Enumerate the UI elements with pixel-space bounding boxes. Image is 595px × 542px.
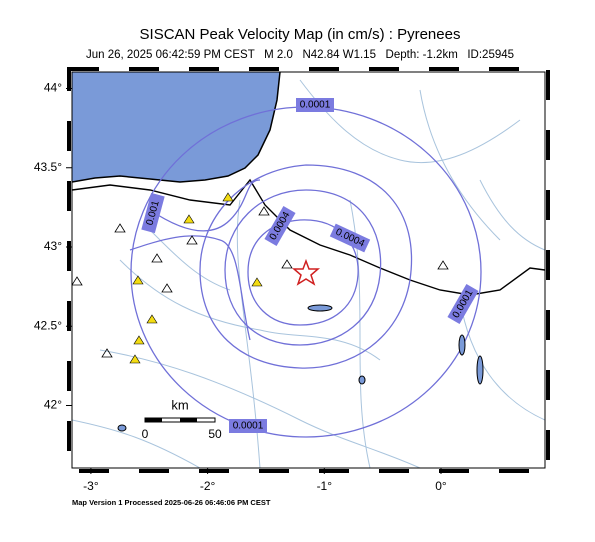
contour-label-box [141, 192, 165, 234]
coastline [72, 72, 281, 183]
contour-label-box [296, 98, 334, 112]
scale-end: 50 [208, 427, 222, 441]
contour-label-box [329, 223, 371, 253]
scale-unit: km [171, 397, 188, 412]
contour-label-box [264, 206, 296, 246]
map-frame [71, 71, 546, 469]
x-tick-label: -1° [317, 479, 333, 493]
title: SISCAN Peak Velocity Map (in cm/s) : Pyr… [140, 26, 461, 43]
map-border-ticks [67, 67, 550, 473]
y-tick-label: 43.5° [34, 160, 62, 174]
contour-label: 0.0001 [296, 98, 334, 112]
contour-label: 0.0001 [229, 419, 267, 433]
contour-label-text: 0.0001 [233, 421, 264, 432]
map-area [72, 72, 545, 468]
lakes [117, 304, 484, 432]
contour-label-box [447, 284, 479, 324]
y-tick-label: 44° [44, 81, 62, 95]
contour-label-text: 0.0001 [300, 100, 331, 111]
footer: Map Version 1 Processed 2025-06-26 06:46… [72, 498, 271, 507]
x-tick-label: -2° [200, 479, 216, 493]
x-tick-label: 0° [435, 479, 447, 493]
scale-bar: km 0 50 [142, 397, 222, 441]
y-tick-label: 43° [44, 239, 62, 253]
epicenter-star [291, 258, 321, 286]
stations-red-triangles [72, 206, 449, 358]
contour-label: 0.001 [141, 192, 165, 234]
scale-start: 0 [142, 427, 149, 441]
rivers [72, 79, 545, 468]
contour-label-box [229, 419, 267, 433]
subtitle: Jun 26, 2025 06:42:59 PM CEST M 2.0 N42.… [86, 49, 514, 61]
y-tick-label: 42° [44, 398, 62, 412]
sea [72, 72, 280, 182]
x-tick-label: -3° [83, 479, 99, 493]
y-tick-label: 42.5° [34, 318, 62, 332]
